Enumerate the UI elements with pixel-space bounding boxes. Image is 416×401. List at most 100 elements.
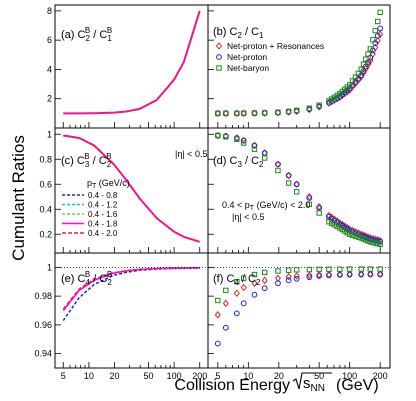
y-tick-label: 0.96 (34, 320, 52, 330)
pt-legend-item: 0.4 - 2.0 (88, 229, 118, 238)
net-proton-marker (336, 271, 343, 278)
y-axis-label: Cumulant Ratios (9, 135, 28, 261)
resonance-marker (251, 279, 258, 287)
resonance-marker (261, 276, 268, 285)
x-tick-label: 10 (84, 371, 94, 381)
net-baryon-marker (360, 61, 367, 68)
net-proton-marker (222, 324, 229, 331)
series-line-c-overlay (63, 134, 200, 243)
net-baryon-marker (240, 140, 247, 146)
y-tick-label: 4 (47, 64, 52, 74)
panel-label-d: (d) C3 / C2 (213, 155, 264, 169)
net-proton-marker (233, 110, 240, 117)
net-baryon-marker (316, 266, 322, 273)
net-baryon-marker (363, 56, 369, 62)
x-axis-label-text: Collision Energy (174, 377, 290, 394)
net-baryon-marker (331, 222, 338, 228)
net-baryon-marker (349, 78, 356, 84)
resonance-marker (233, 289, 240, 298)
resonance-marker (349, 82, 356, 91)
resonance-marker (285, 108, 292, 116)
net-baryon-marker (215, 132, 221, 139)
panels: 5 10 20 50 100 200 5 10 20 50 100 200 2 4 6 8 0.2 0.4 0.6 0… (34, 4, 391, 381)
net-proton-marker (214, 110, 221, 117)
resonance-marker (274, 108, 281, 117)
net-proton-marker (306, 274, 313, 281)
net-baryon-marker (261, 155, 268, 161)
resonance-marker (352, 79, 359, 88)
net-baryon-marker (355, 70, 362, 76)
net-baryon-marker (306, 105, 313, 111)
net-baryon-marker (215, 110, 221, 117)
resonance-marker (274, 274, 281, 282)
net-proton-marker (285, 172, 292, 179)
net-proton-marker (293, 275, 300, 282)
panel-label-f: (f) C4 / C2 (213, 273, 261, 287)
pt-legend-item: 0.4 - 0.8 (88, 191, 118, 200)
panel-label-a: (a) C2B / C1B (61, 26, 112, 43)
pt-legend-item: 0.4 - 1.2 (88, 201, 118, 210)
series-line-e-2 (62, 267, 200, 310)
net-proton-marker (346, 271, 353, 278)
net-baryon-marker (234, 279, 240, 285)
eta-cut-d: |η| < 0.5 (232, 212, 264, 222)
resonance-marker (214, 109, 221, 118)
net-proton-marker (293, 181, 300, 188)
resonance-marker (293, 272, 300, 280)
y-tick-label: 0.2 (39, 229, 52, 239)
net-baryon-marker (223, 287, 229, 294)
panel-frame-f (207, 252, 391, 369)
pt-legend-item: 0.4 - 1.6 (88, 210, 118, 219)
net-proton-marker (222, 110, 229, 117)
resonance-marker (316, 102, 323, 111)
panel-label-e: (e) C4B / C2B (61, 270, 112, 287)
net-baryon-marker (285, 180, 292, 186)
svg-text:Collision Energy: Collision Energy (174, 377, 290, 394)
net-baryon-marker (346, 266, 353, 272)
net-baryon-marker (328, 220, 335, 227)
net-proton-marker (306, 195, 313, 201)
y-tick-label: 6 (47, 35, 52, 45)
net-baryon-marker (251, 110, 258, 116)
net-proton-marker (374, 32, 381, 39)
net-baryon-marker (316, 210, 322, 216)
net-proton-marker (358, 271, 365, 278)
panel-label-c: (c) C3B / C2B (61, 152, 112, 169)
net-baryon-marker (275, 268, 281, 274)
resonance-marker (251, 141, 258, 150)
resonance-marker (285, 272, 292, 281)
net-proton-marker (275, 280, 281, 287)
panel-label-b: (b) C2 / C1 (213, 26, 264, 40)
y-tick-label: 0.98 (34, 291, 52, 301)
pt-legend-item: 0.4 - 1.8 (88, 220, 118, 229)
x-tick-label: 100 (167, 371, 182, 381)
net-baryon-marker (326, 219, 332, 225)
resonance-marker (261, 109, 268, 117)
net-baryon-marker (234, 136, 240, 142)
net-baryon-marker (358, 266, 364, 272)
net-proton-marker (316, 273, 323, 279)
net-baryon-marker (261, 110, 268, 116)
x-tick-label: 20 (274, 371, 284, 381)
net-baryon-marker (223, 134, 229, 140)
net-proton-marker (233, 135, 240, 141)
x-axis-symbol: sNN (303, 375, 325, 394)
pt-cut-d: 0.4 < pT (GeV/c) < 2.0 (222, 200, 310, 212)
resonance-marker (306, 271, 313, 280)
y-tick-label: 0.4 (39, 204, 52, 214)
net-baryon-marker (372, 27, 378, 34)
net-proton-marker (261, 150, 268, 156)
resonance-marker (274, 160, 281, 169)
net-baryon-marker (306, 266, 313, 273)
net-baryon-marker (285, 108, 292, 115)
x-axis-label: Collision Energy sNN (GeV) (174, 372, 379, 394)
net-baryon-marker (367, 46, 374, 52)
resonance-marker (240, 109, 247, 118)
x-tick-label: 5 (61, 371, 66, 381)
net-baryon-marker (293, 107, 300, 114)
net-proton-marker (251, 291, 258, 298)
net-baryon-marker (334, 223, 340, 230)
net-baryon-marker (352, 74, 359, 80)
marker-legend-swatch (216, 54, 222, 60)
y-tick-label: 8 (47, 6, 52, 16)
